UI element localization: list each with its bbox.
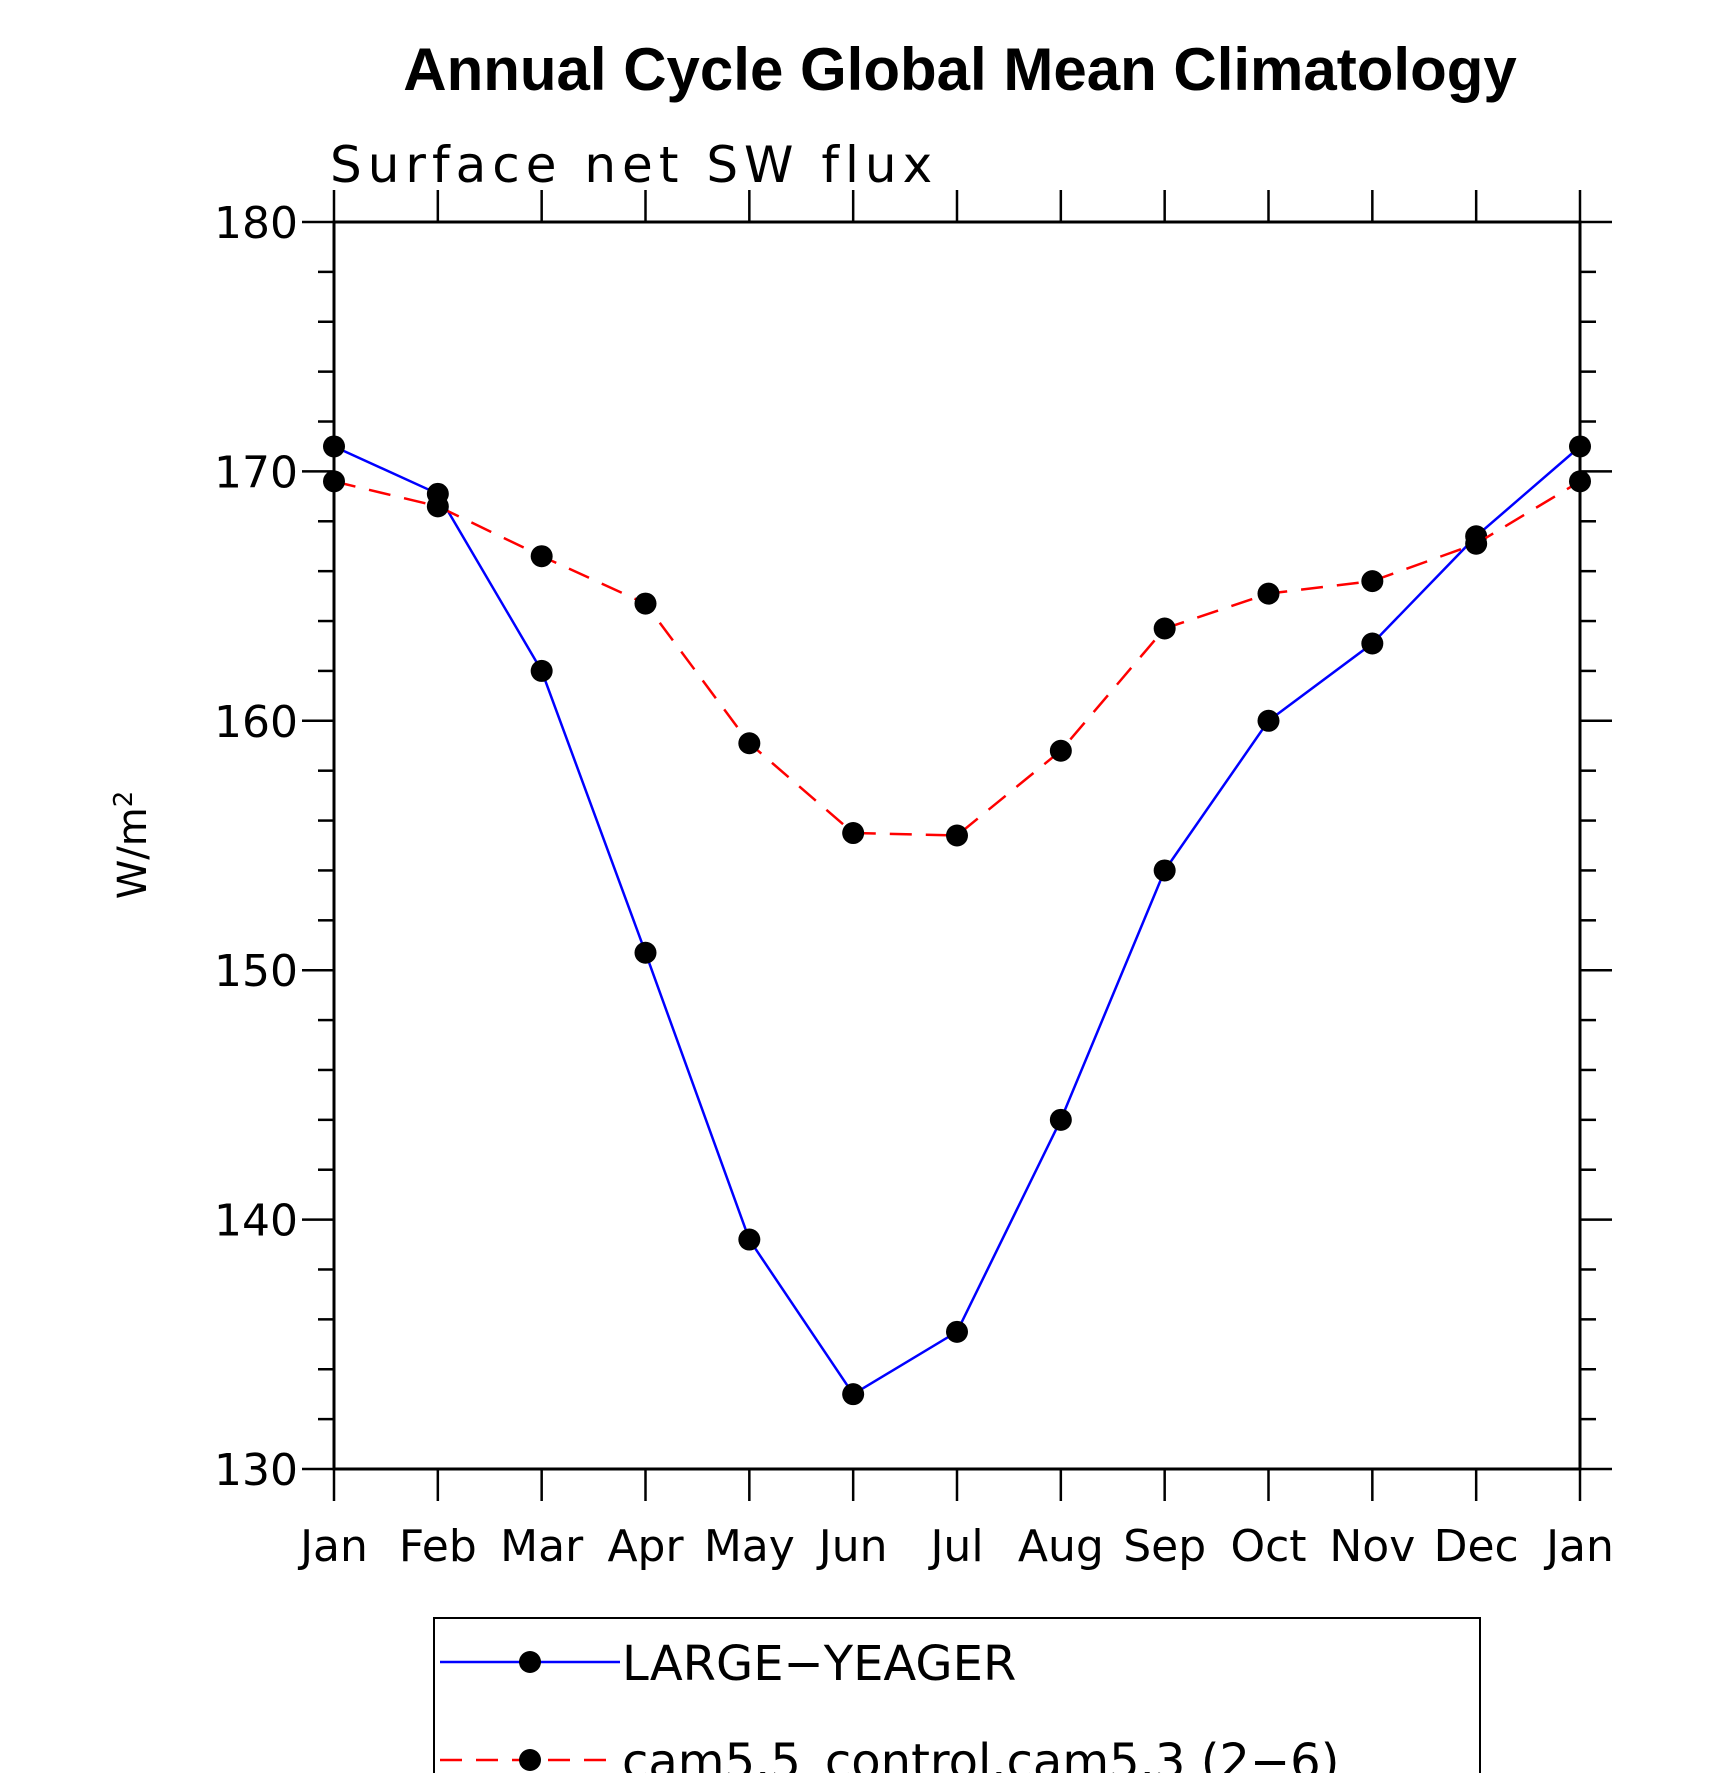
data-point <box>842 822 865 845</box>
x-tick-label: Jan <box>297 1521 368 1572</box>
x-tick-label: Aug <box>1018 1521 1104 1572</box>
legend-marker-series-2 <box>519 1749 541 1771</box>
data-point <box>530 659 553 682</box>
x-tick-labels: Jan Feb Mar Apr May Jun Jul Aug Sep Oct Nov Dec Jan <box>297 1521 1614 1572</box>
data-point <box>426 495 449 518</box>
data-point <box>1569 470 1591 493</box>
data-point <box>634 592 657 615</box>
axis-ticks <box>302 190 1612 1501</box>
data-point <box>1257 582 1280 605</box>
x-tick-label: Dec <box>1434 1521 1519 1572</box>
data-point <box>530 545 553 568</box>
legend: LARGE−YEAGER cam5.5_control.cam5.3 (2−6) <box>433 1617 1481 1773</box>
y-tick-label: 130 <box>214 1445 298 1496</box>
y-tick-label: 170 <box>214 447 298 498</box>
legend-box <box>433 1617 1481 1773</box>
x-tick-label: Nov <box>1329 1521 1415 1572</box>
data-point <box>1153 617 1176 640</box>
series-line <box>333 480 1581 837</box>
data-point <box>1361 632 1384 655</box>
y-tick-label: 150 <box>214 946 298 997</box>
data-point <box>1465 532 1488 555</box>
data-point <box>323 470 345 493</box>
y-tick-label: 160 <box>214 697 298 748</box>
series-1 <box>323 435 1591 1406</box>
data-point <box>323 435 345 458</box>
series-layer <box>323 435 1591 1406</box>
x-tick-label: Feb <box>399 1521 477 1572</box>
data-point <box>1569 435 1591 458</box>
data-point <box>1049 1108 1072 1131</box>
x-tick-label: Sep <box>1123 1521 1206 1572</box>
series-2 <box>323 470 1591 847</box>
data-point <box>738 732 761 755</box>
data-point <box>1361 570 1384 593</box>
x-tick-label: May <box>704 1521 795 1572</box>
series-line <box>333 445 1581 1396</box>
chart-subtitle: Surface net SW flux <box>330 136 938 194</box>
data-point <box>1153 859 1176 882</box>
x-tick-label: Oct <box>1230 1521 1306 1572</box>
data-point <box>1049 739 1072 762</box>
x-tick-label: Apr <box>607 1521 684 1572</box>
x-tick-label: Jun <box>816 1521 888 1572</box>
y-tick-label: 140 <box>214 1196 298 1247</box>
x-tick-label: Mar <box>500 1521 584 1572</box>
data-point <box>946 1320 968 1343</box>
chart-title: Annual Cycle Global Mean Climatology <box>403 36 1517 103</box>
data-point <box>842 1383 865 1406</box>
legend-marker-series-1 <box>519 1651 541 1673</box>
x-tick-label: Jul <box>927 1521 983 1572</box>
y-tick-label: 180 <box>214 198 298 249</box>
y-axis-label: W/m2 <box>109 791 156 900</box>
legend-label-series-1: LARGE−YEAGER <box>622 1636 1016 1692</box>
data-point <box>946 824 968 847</box>
data-point <box>738 1228 761 1251</box>
x-tick-label: Jan <box>1543 1521 1614 1572</box>
y-tick-labels: 130 140 150 160 170 180 <box>214 198 298 1496</box>
data-point <box>1257 709 1280 732</box>
data-point <box>634 941 657 964</box>
legend-label-series-2: cam5.5_control.cam5.3 (2−6) <box>622 1734 1339 1773</box>
